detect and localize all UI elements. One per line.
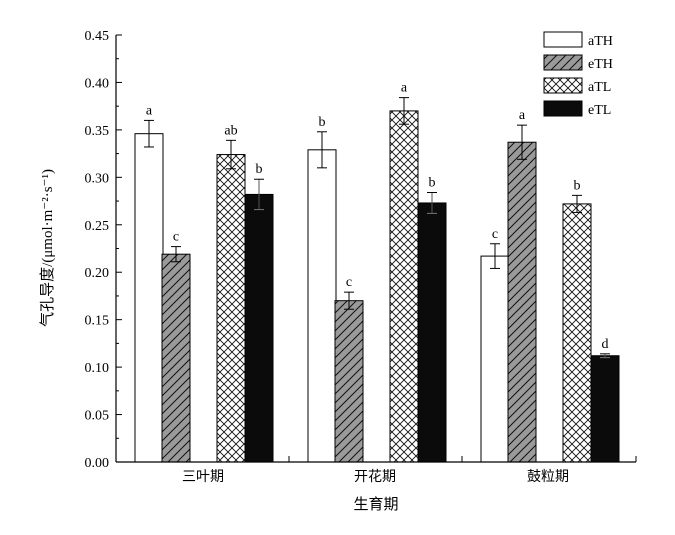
x-category-label: 开花期: [354, 469, 396, 485]
legend-swatch-aTH: [543, 31, 583, 48]
significance-label-eTH-1: c: [346, 275, 352, 290]
significance-label-eTH-0: c: [173, 230, 179, 245]
bar-aTH-0: [134, 133, 164, 463]
legend-label-aTL: aTL: [588, 80, 611, 95]
bar-aTL-0: [216, 154, 246, 463]
y-tick-label: 0.40: [85, 76, 110, 91]
bar-eTL-1: [417, 202, 447, 463]
y-tick-label: 0.15: [85, 314, 110, 329]
y-tick-label: 0.10: [85, 361, 110, 376]
y-tick-label: 0.30: [85, 171, 110, 186]
bar-aTH-2: [480, 255, 510, 463]
significance-label-eTH-2: a: [519, 108, 526, 123]
significance-label-eTL-0: b: [256, 162, 263, 177]
x-category-label: 鼓粒期: [527, 469, 569, 485]
significance-label-aTH-0: a: [146, 103, 153, 118]
x-category-label: 三叶期: [182, 469, 224, 485]
y-tick-label: 0.45: [85, 29, 110, 44]
y-tick-label: 0.35: [85, 124, 110, 139]
significance-label-eTL-2: d: [602, 337, 609, 352]
y-tick-label: 0.20: [85, 266, 110, 281]
x-axis-title: 生育期: [353, 496, 398, 513]
legend-label-eTH: eTH: [588, 57, 613, 72]
y-tick-label: 0.05: [85, 409, 110, 424]
legend-swatch-eTH: [543, 54, 583, 71]
bar-aTH-1: [307, 149, 337, 463]
y-axis-title: 气孔导度/(μmol·m⁻²·s⁻¹): [39, 169, 56, 327]
bar-aTL-2: [562, 203, 592, 463]
significance-label-eTL-1: b: [429, 176, 436, 191]
bar-eTL-0: [244, 193, 274, 463]
significance-label-aTH-2: c: [492, 227, 498, 242]
legend-swatch-aTL: [543, 77, 583, 94]
significance-label-aTL-0: ab: [224, 123, 237, 138]
y-tick-label: 0.00: [85, 456, 110, 471]
legend-label-aTH: aTH: [588, 34, 613, 49]
bar-eTL-2: [590, 355, 620, 463]
bar-eTH-1: [334, 300, 364, 463]
legend-swatch-eTL: [543, 100, 583, 117]
bar-eTH-2: [507, 141, 537, 463]
significance-label-aTL-2: b: [574, 178, 581, 193]
bar-aTL-1: [389, 110, 419, 463]
y-tick-label: 0.25: [85, 219, 110, 234]
bar-eTH-0: [161, 253, 191, 463]
significance-label-aTL-1: a: [401, 81, 408, 96]
legend-label-eTL: eTL: [588, 103, 611, 118]
significance-label-aTH-1: b: [319, 115, 326, 130]
